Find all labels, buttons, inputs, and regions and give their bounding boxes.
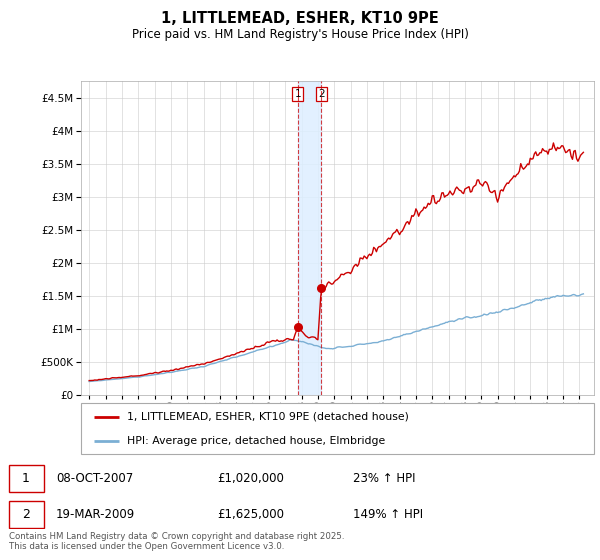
Text: 23% ↑ HPI: 23% ↑ HPI [353,472,415,486]
Text: 149% ↑ HPI: 149% ↑ HPI [353,508,423,521]
FancyBboxPatch shape [81,403,594,454]
Bar [298,81,322,395]
Text: 08-OCT-2007: 08-OCT-2007 [56,472,133,486]
FancyBboxPatch shape [9,465,44,492]
Text: 2: 2 [22,508,30,521]
Text: 1: 1 [295,89,301,99]
Text: 1, LITTLEMEAD, ESHER, KT10 9PE: 1, LITTLEMEAD, ESHER, KT10 9PE [161,11,439,26]
Text: £1,625,000: £1,625,000 [218,508,284,521]
Text: HPI: Average price, detached house, Elmbridge: HPI: Average price, detached house, Elmb… [127,436,385,446]
Text: 1: 1 [22,472,30,486]
FancyBboxPatch shape [9,501,44,528]
Text: £1,020,000: £1,020,000 [218,472,284,486]
Text: Contains HM Land Registry data © Crown copyright and database right 2025.
This d: Contains HM Land Registry data © Crown c… [9,532,344,552]
Text: 1, LITTLEMEAD, ESHER, KT10 9PE (detached house): 1, LITTLEMEAD, ESHER, KT10 9PE (detached… [127,412,409,422]
Text: 2: 2 [318,89,325,99]
Text: 19-MAR-2009: 19-MAR-2009 [56,508,135,521]
Text: Price paid vs. HM Land Registry's House Price Index (HPI): Price paid vs. HM Land Registry's House … [131,28,469,41]
